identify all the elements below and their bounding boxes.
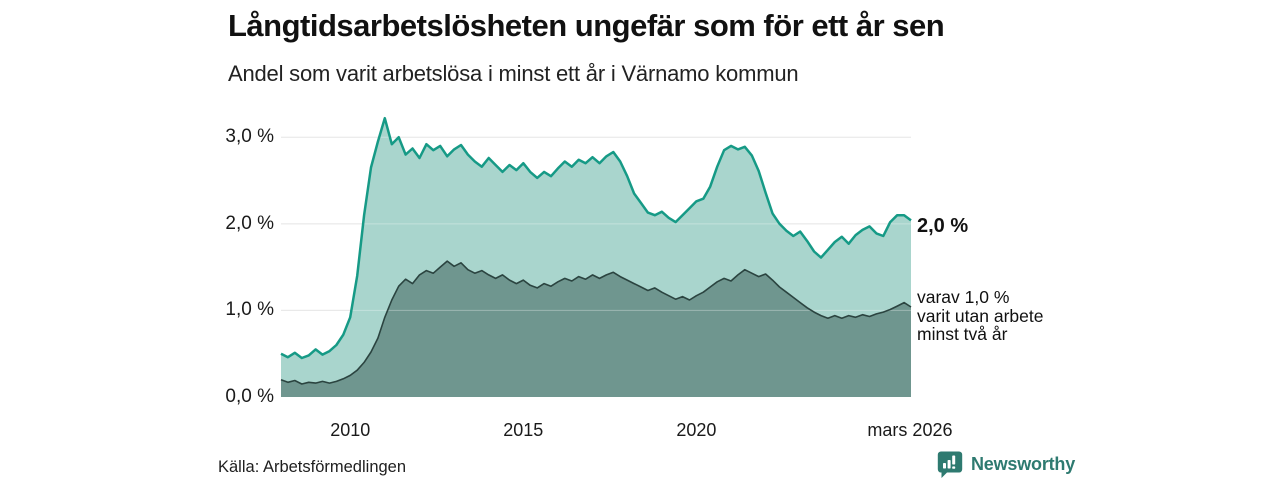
chart-title: Långtidsarbetslösheten ungefär som för e… — [228, 8, 945, 43]
chart-subtitle: Andel som varit arbetslösa i minst ett å… — [228, 61, 799, 86]
newsworthy-logo-icon — [937, 451, 963, 478]
dark-annotation-line-2: varit utan arbete — [917, 305, 1044, 326]
newsworthy-logo: Newsworthy — [936, 450, 1075, 479]
y-axis-label: 0,0 % — [225, 386, 274, 407]
x-axis-label: 2015 — [503, 420, 544, 440]
x-axis-label: mars 2026 — [867, 420, 953, 440]
newsworthy-wordmark: Newsworthy — [971, 454, 1076, 474]
line-dark — [280, 260, 912, 385]
line-total — [280, 116, 912, 360]
x-axis-label: 2010 — [330, 420, 371, 440]
dark-series-annotation: varav 1,0 % varit utan arbete minst två … — [917, 288, 1043, 344]
y-axis-label: 3,0 % — [225, 126, 274, 148]
y-axis-label: 1,0 % — [225, 299, 274, 321]
plot-area — [280, 113, 912, 397]
y-axis-label: 2,0 % — [225, 212, 274, 234]
dark-annotation-line-3: minst två år — [917, 324, 1008, 344]
total-end-value-label: 2,0 % — [917, 215, 969, 237]
dark-annotation-line-1: varav 1,0 % — [917, 287, 1010, 307]
area-dark — [281, 261, 911, 397]
plot-svg — [280, 116, 912, 397]
source-note: Källa: Arbetsförmedlingen — [218, 458, 407, 476]
x-axis-label: 2020 — [676, 420, 717, 440]
